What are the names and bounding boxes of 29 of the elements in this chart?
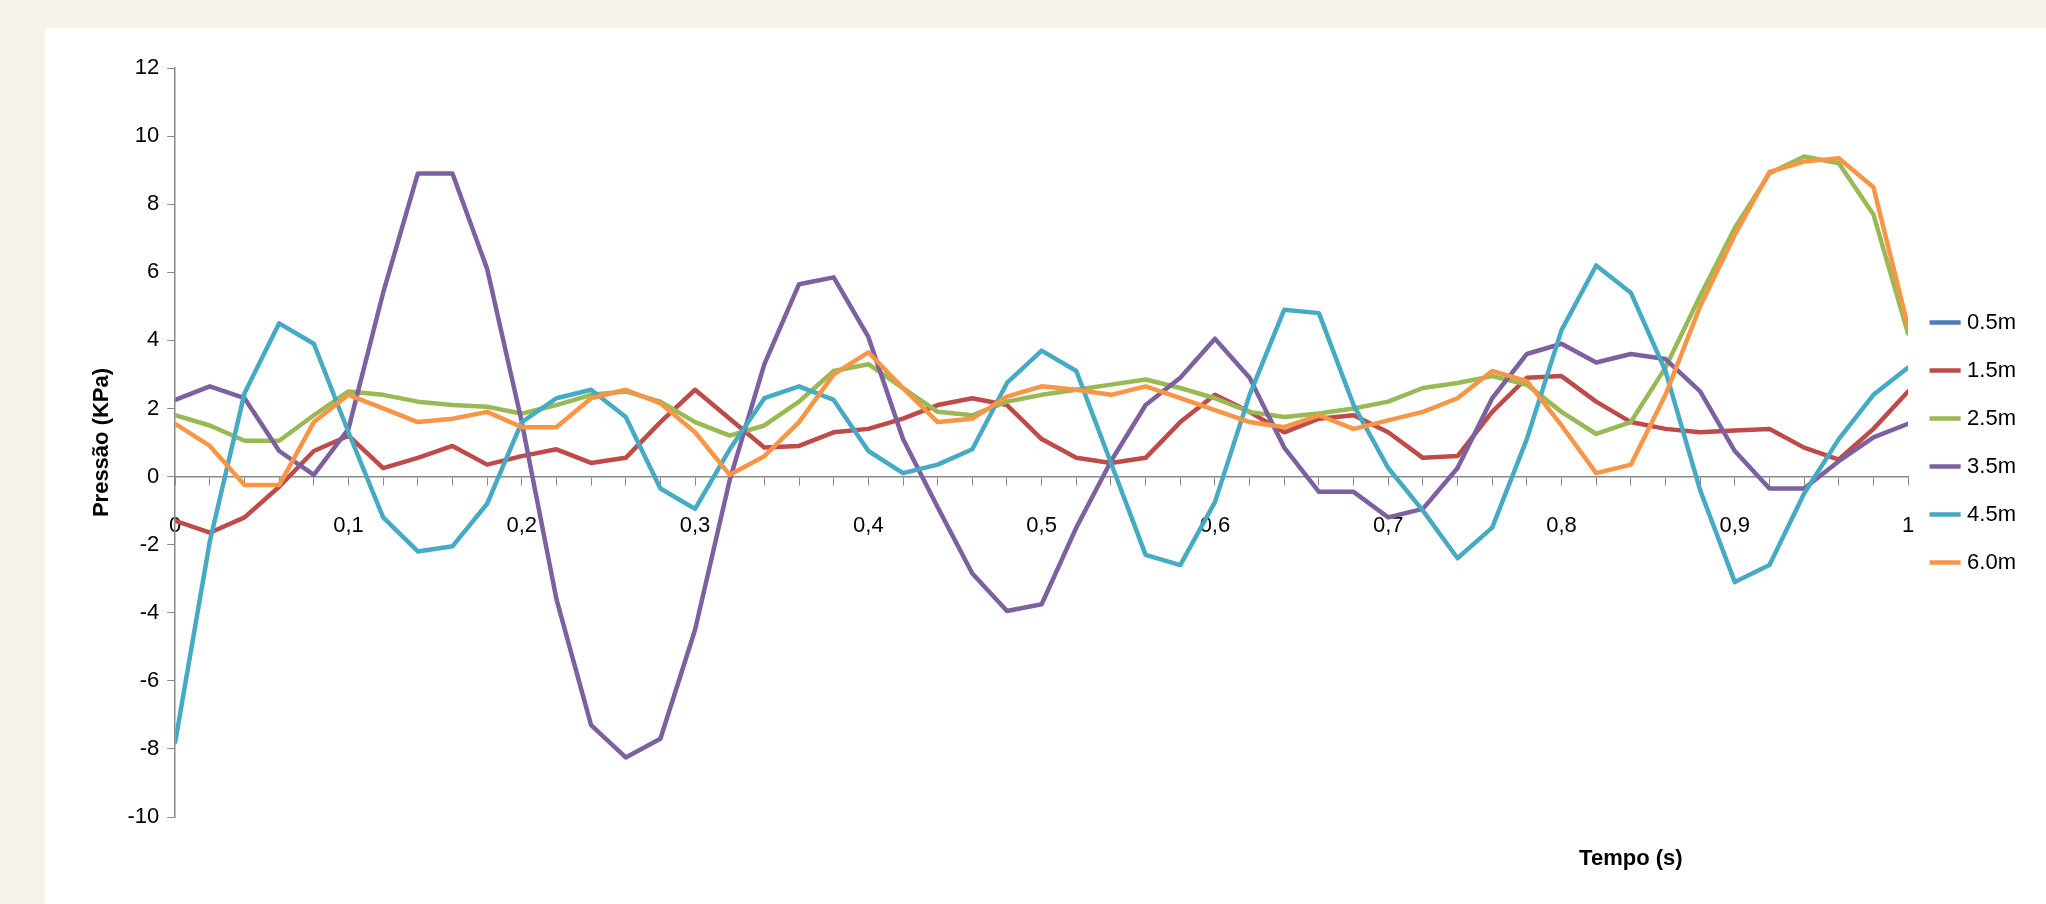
x-tick-label: 0,8 bbox=[1546, 511, 1577, 537]
y-tick-label: 2 bbox=[146, 394, 160, 420]
legend-label: 0.5m bbox=[1967, 308, 2017, 334]
y-tick-label: -10 bbox=[127, 803, 160, 829]
x-tick-label: 0,1 bbox=[333, 511, 364, 537]
y-tick-label: -6 bbox=[139, 666, 160, 692]
x-tick-label: 1 bbox=[1901, 511, 1915, 537]
y-tick-label: 0 bbox=[146, 462, 160, 488]
x-tick-label: 0,7 bbox=[1372, 511, 1404, 537]
x-tick-label: 0,9 bbox=[1719, 511, 1751, 537]
x-tick-label: 0,2 bbox=[506, 511, 538, 537]
x-tick-label: 0,5 bbox=[1026, 511, 1057, 537]
legend-label: 2.5m bbox=[1967, 404, 2017, 430]
y-tick-label: -2 bbox=[139, 530, 160, 556]
x-tick-label: 0,3 bbox=[679, 511, 711, 537]
y-tick-label: 10 bbox=[134, 122, 160, 148]
legend-label: 3.5m bbox=[1967, 452, 2017, 478]
y-tick-label: 4 bbox=[146, 326, 160, 352]
legend-label: 4.5m bbox=[1967, 500, 2017, 526]
y-axis-title: Pressão (KPa) bbox=[88, 367, 114, 518]
y-tick-label: -8 bbox=[139, 734, 160, 760]
y-tick-label: 8 bbox=[146, 190, 160, 216]
x-axis-title: Tempo (s) bbox=[1579, 845, 1683, 871]
y-tick-label: 6 bbox=[146, 258, 160, 284]
legend-label: 6.0m bbox=[1967, 548, 2017, 574]
y-tick-label: 12 bbox=[134, 54, 160, 80]
x-tick-label: 0,4 bbox=[853, 511, 884, 537]
y-tick-label: -4 bbox=[139, 598, 160, 624]
legend-label: 1.5m bbox=[1967, 356, 2017, 382]
